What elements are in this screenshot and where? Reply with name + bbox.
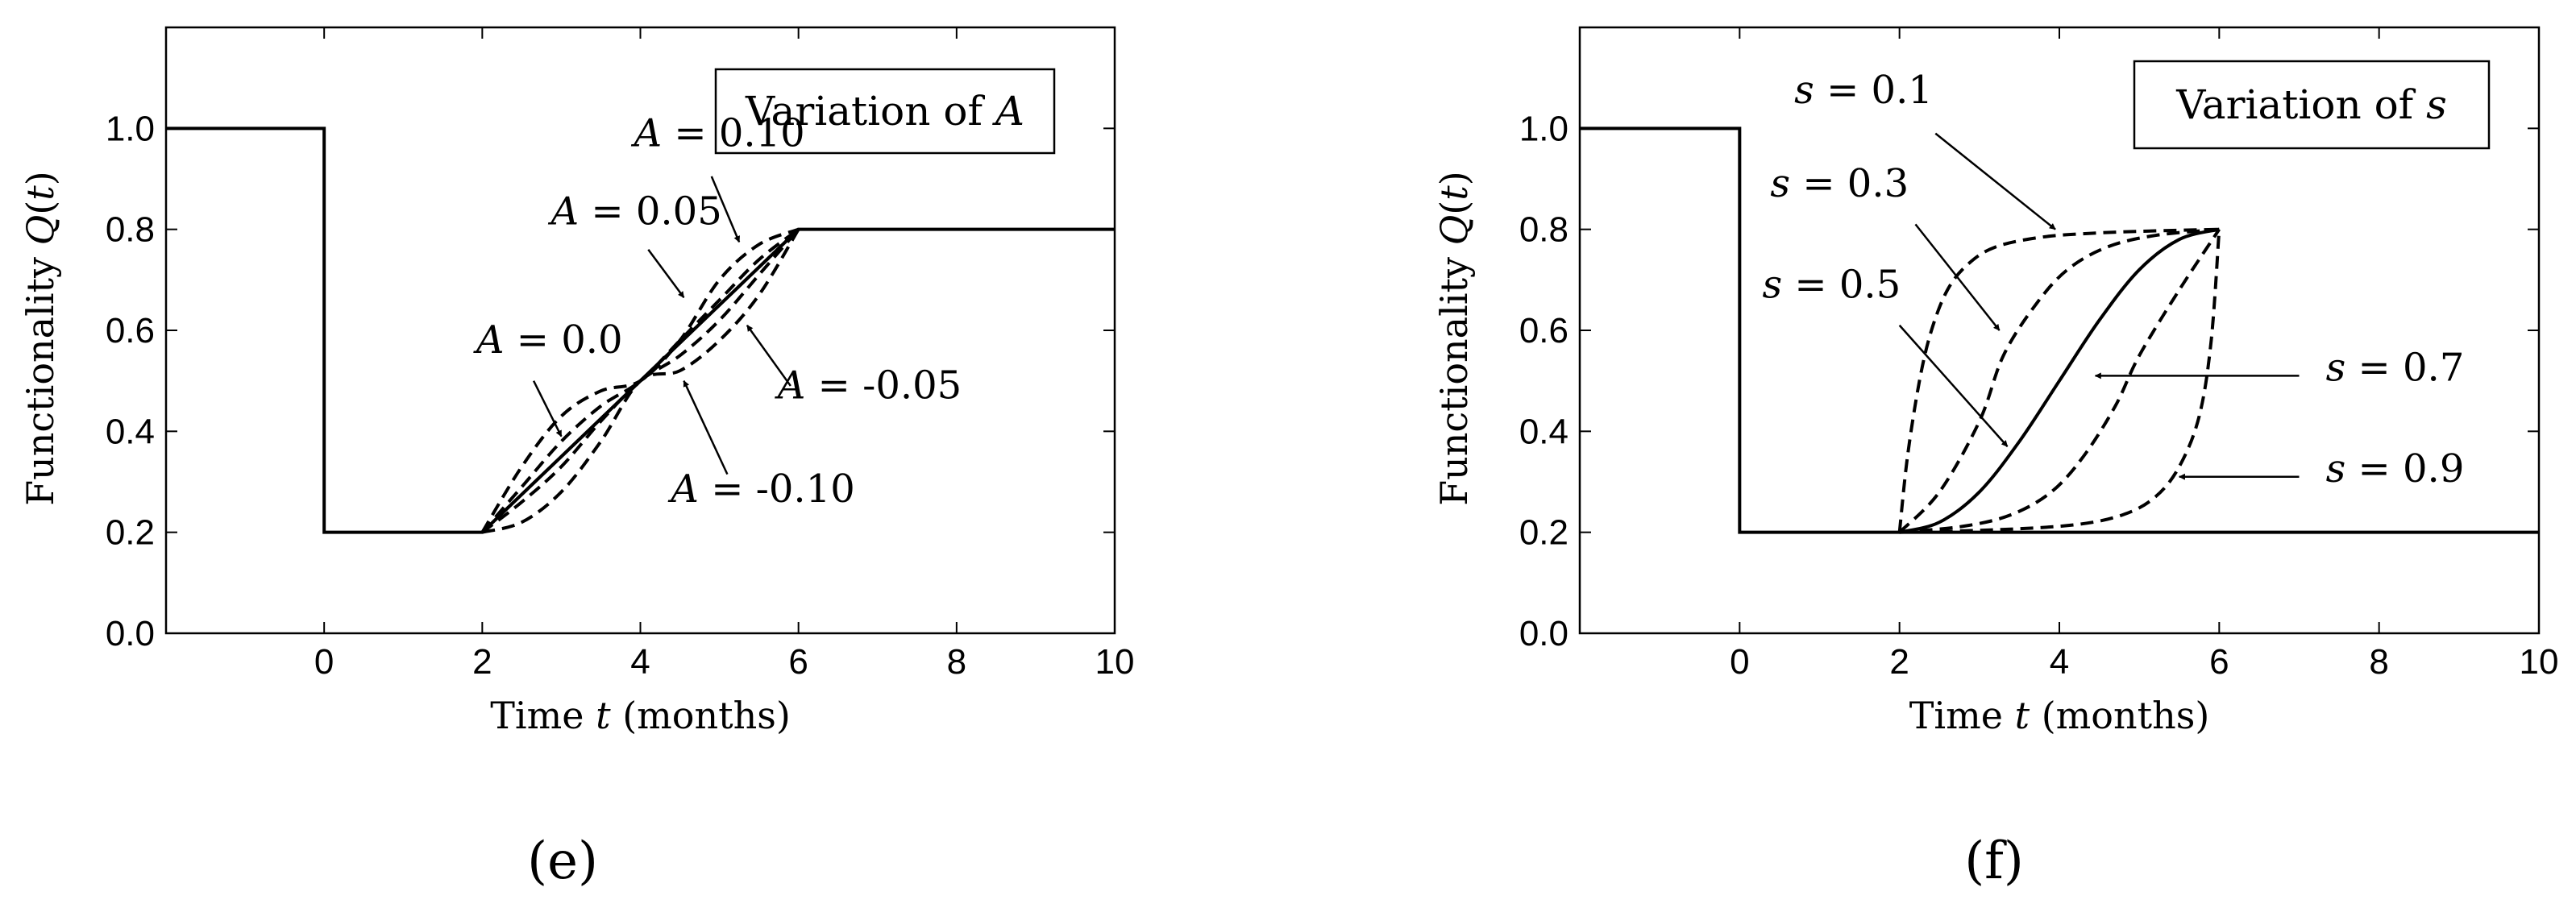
y-tick-label: 0.2: [1519, 513, 1568, 553]
y-tick-label: 0.4: [106, 412, 155, 451]
annotation-label-2: s = 0.3: [1770, 161, 1909, 206]
annotation-arrow-4: [746, 325, 791, 387]
x-axis-title: Time t (months): [1909, 694, 2210, 737]
chart-panel-e: 0 2 4 6 8 10 0.0 0.2 0.4 0.6 0.8 1.0 Time t (months)…: [19, 26, 1135, 737]
x-tick-label: 4: [2050, 642, 2069, 682]
annotation-label-4: A = -0.05: [775, 363, 962, 408]
legend-box: [2133, 60, 2491, 150]
series-line-4: [481, 228, 800, 534]
annotation-arrow-3: [532, 380, 563, 437]
series-group: [166, 126, 1115, 534]
series-line-4: [1899, 228, 2221, 534]
legend-box: [714, 68, 1056, 155]
x-tick-label: 8: [2369, 642, 2388, 682]
series-line-2: [480, 228, 800, 533]
series-line-5: [1899, 229, 2221, 534]
annotation-label-5: A = -0.10: [667, 467, 855, 512]
annotation-label-4: s = 0.7: [2326, 346, 2465, 391]
y-axis-title: Functionality Q(t): [19, 171, 62, 506]
y-tick-label: 1.0: [106, 109, 155, 148]
x-tick-label: 2: [1889, 642, 1909, 682]
baseline-line: [1580, 126, 2539, 534]
annotation-arrow-1: [1934, 132, 2056, 230]
annotation-arrow-2: [647, 248, 685, 299]
y-tick-label: 0.0: [106, 614, 155, 653]
y-tick-label: 0.8: [1519, 210, 1568, 250]
y-tick-label: 0.6: [1519, 311, 1568, 350]
y-tick-label: 0.0: [1519, 614, 1568, 653]
annotation-arrow-3: [1898, 324, 2009, 447]
annotation-label-5: s = 0.9: [2326, 446, 2465, 491]
x-tick-label: 10: [1095, 642, 1135, 682]
x-tick-label: 6: [2209, 642, 2229, 682]
annotation-label-3: A = 0.0: [473, 317, 623, 363]
y-tick-label: 0.4: [1519, 412, 1568, 451]
annotation-arrow-2: [1914, 223, 2001, 331]
series-group: [1580, 126, 2539, 534]
legend-box-text: Variation of A: [745, 88, 1024, 135]
x-tick-label: 6: [788, 642, 808, 682]
annotation-label-1: s = 0.1: [1794, 68, 1933, 113]
legend-box-text: Variation of s: [2175, 81, 2447, 128]
series-line-3: [1899, 227, 2220, 534]
x-tick-label: 8: [947, 642, 966, 682]
y-tick-label: 0.6: [106, 311, 155, 350]
y-axis-title: Functionality Q(t): [1432, 171, 1476, 506]
annotation-label-2: A = 0.05: [547, 189, 721, 234]
y-tick-label: 0.2: [106, 513, 155, 553]
y-tick-label: 0.8: [106, 210, 155, 250]
series-line-2: [1898, 227, 2220, 534]
x-tick-label: 2: [472, 642, 492, 682]
panel-label-f: (f): [1964, 831, 2024, 891]
x-tick-label: 4: [630, 642, 650, 682]
x-tick-label: 10: [2520, 642, 2559, 682]
annotation-label-1: A = 0.10: [630, 110, 804, 156]
annotation-label-3: s = 0.5: [1763, 262, 1901, 307]
annotation-arrow-1: [710, 176, 741, 243]
baseline-line: [166, 126, 1115, 534]
series-line-5: [481, 228, 800, 534]
x-tick-label: 0: [1730, 642, 1749, 682]
y-tick-label: 1.0: [1519, 109, 1568, 148]
panel-label-e: (e): [527, 831, 598, 891]
x-tick-label: 0: [314, 642, 334, 682]
chart-panel-f: 0 2 4 6 8 10 0.0 0.2 0.4 0.6 0.8 1.0 Time t (months)…: [1432, 26, 2559, 737]
annotation-arrow-5: [683, 379, 729, 475]
x-axis-title: Time t (months): [490, 694, 791, 737]
